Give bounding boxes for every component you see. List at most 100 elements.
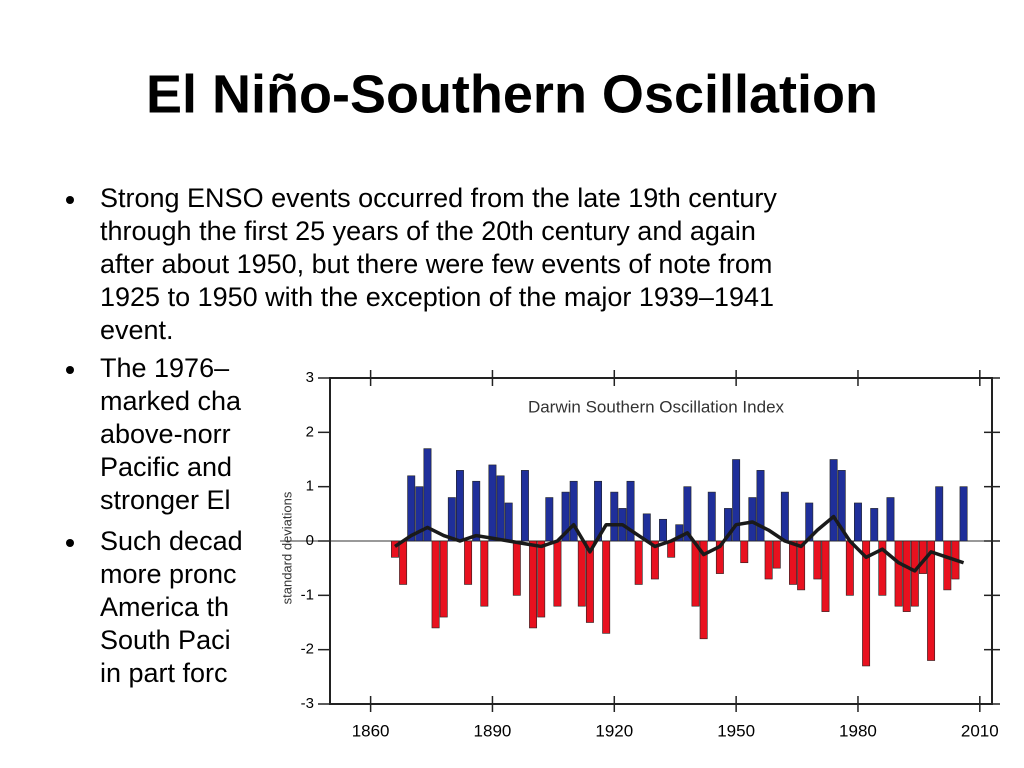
index-bar (504, 502, 513, 542)
index-bar (959, 486, 968, 542)
index-bar (561, 491, 570, 542)
index-bar (927, 540, 936, 661)
index-bar (699, 540, 708, 640)
x-tick-label: 1980 (839, 721, 877, 740)
index-bar (764, 540, 773, 580)
index-bar (391, 540, 399, 558)
index-bar (407, 475, 416, 542)
index-bar (569, 480, 578, 542)
index-bar (399, 540, 408, 585)
index-bar (659, 518, 667, 542)
index-bar (439, 540, 448, 618)
bullet-text: more pronc (100, 559, 237, 589)
bullet-text: event. (100, 315, 174, 345)
y-tick-label: 2 (306, 423, 314, 440)
index-bar (829, 459, 838, 542)
bullet-text: South Paci (100, 625, 231, 655)
index-bar (862, 540, 871, 667)
index-bar (732, 459, 741, 542)
y-axis-label: standard deviations (279, 491, 294, 604)
y-tick-label: 0 (306, 532, 314, 549)
index-bar (602, 540, 611, 634)
y-tick-label: -3 (301, 695, 314, 712)
bullet-dot (66, 196, 74, 204)
index-bar (845, 540, 854, 596)
bullet-text: marked cha (100, 386, 242, 416)
index-bar (748, 497, 757, 542)
x-tick-label: 1890 (474, 721, 512, 740)
bullet-text: in part forc (100, 658, 228, 688)
bullet-text: Strong ENSO events occurred from the lat… (100, 183, 777, 213)
index-bar (675, 524, 684, 542)
index-bar (683, 486, 692, 542)
index-bar (715, 540, 724, 574)
index-bar (756, 470, 765, 542)
index-bar (878, 540, 887, 596)
y-tick-label: 1 (306, 478, 314, 495)
index-bar (496, 475, 505, 542)
index-bar (650, 540, 659, 580)
index-bar (789, 540, 797, 585)
index-bar (464, 540, 473, 585)
x-tick-label: 1860 (352, 721, 390, 740)
index-bar (902, 540, 911, 612)
index-bar (894, 540, 903, 607)
index-bar (935, 486, 944, 542)
index-bar (870, 508, 879, 542)
index-bar (910, 540, 919, 607)
index-bar (431, 540, 440, 629)
index-bar (854, 502, 862, 542)
y-tick-label: -1 (301, 586, 314, 603)
index-bar (537, 540, 546, 618)
index-bar (740, 540, 749, 564)
bullet-text: after about 1950, but there were few eve… (100, 249, 772, 279)
index-bar (943, 540, 952, 591)
index-bar (553, 540, 562, 607)
index-bar (780, 491, 789, 542)
index-bar (447, 497, 456, 542)
smoothed-line (394, 514, 965, 573)
index-bar (423, 448, 432, 542)
x-tick-label: 1950 (717, 721, 755, 740)
bullet-text: The 1976– (100, 353, 229, 383)
x-tick-label: 2010 (961, 721, 999, 740)
index-bar (772, 540, 781, 569)
index-bar (415, 486, 424, 542)
bullet-text: above-norr (100, 419, 231, 449)
index-bar (642, 513, 651, 542)
slide-title: El Niño-Southern Oscillation (146, 64, 878, 124)
index-bar (577, 540, 586, 607)
index-bar (488, 464, 497, 542)
y-tick-label: -2 (301, 641, 314, 658)
index-bar (472, 480, 481, 542)
index-bar (545, 497, 554, 542)
bullet-text: America th (100, 592, 229, 622)
index-bar (480, 540, 489, 607)
index-bar (821, 540, 830, 612)
bullet-text: through the first 25 years of the 20th c… (100, 216, 756, 246)
index-bar (626, 480, 635, 542)
bullet-dot (66, 539, 74, 547)
x-tick-label: 1920 (595, 721, 633, 740)
index-bar (529, 540, 538, 629)
bullet-text: Such decad (100, 526, 243, 556)
index-bar (456, 470, 464, 542)
index-bar (797, 540, 806, 591)
index-bar (813, 540, 822, 580)
index-bar (886, 497, 895, 542)
index-bar (837, 470, 846, 542)
index-bar (610, 491, 619, 542)
index-bar (520, 470, 529, 542)
bullet-dot (66, 366, 74, 374)
index-bar (634, 540, 643, 585)
chart-title: Darwin Southern Oscillation Index (528, 397, 785, 416)
index-bar (724, 508, 732, 542)
index-bar (691, 540, 700, 607)
bullet-text: Pacific and (100, 452, 232, 482)
bullet-text: stronger El (100, 485, 231, 515)
index-bar (585, 540, 594, 623)
bullet-text: 1925 to 1950 with the exception of the m… (100, 282, 774, 312)
index-bar (805, 502, 814, 542)
